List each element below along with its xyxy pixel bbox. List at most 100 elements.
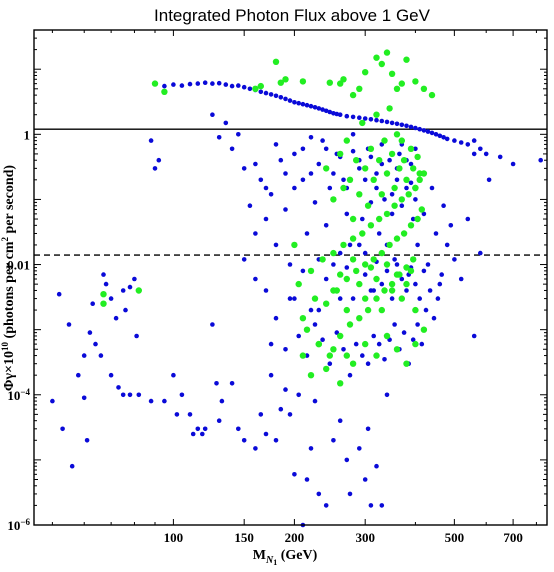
- blue-data-point: [308, 446, 314, 451]
- blue-data-point: [283, 96, 288, 102]
- blue-data-point: [273, 315, 279, 321]
- blue-data-point: [368, 117, 374, 122]
- blue-data-point: [69, 463, 75, 469]
- blue-data-point: [353, 341, 359, 347]
- green-data-point: [330, 287, 337, 294]
- blue-data-point: [417, 296, 423, 301]
- blue-data-point: [60, 426, 65, 432]
- blue-data-point: [300, 101, 306, 107]
- blue-data-point: [253, 276, 258, 282]
- green-data-point: [362, 295, 369, 302]
- blue-data-point: [478, 250, 483, 256]
- green-data-point: [407, 145, 415, 152]
- green-data-point: [403, 280, 410, 288]
- blue-data-point: [171, 82, 176, 87]
- blue-data-point: [292, 472, 297, 477]
- x-tick-label: 700: [503, 530, 523, 545]
- blue-data-point: [312, 398, 318, 404]
- green-data-point: [340, 76, 347, 83]
- green-data-point: [326, 352, 333, 359]
- blue-data-point: [427, 288, 433, 293]
- green-data-point: [420, 85, 428, 93]
- blue-data-point: [413, 197, 418, 202]
- green-data-point: [340, 184, 347, 192]
- blue-data-point: [283, 387, 288, 392]
- blue-data-point: [241, 166, 247, 171]
- blue-data-point: [312, 322, 318, 327]
- green-data-point: [337, 332, 344, 340]
- blue-data-point: [320, 337, 325, 343]
- blue-data-point: [404, 288, 409, 293]
- green-data-point: [373, 295, 380, 302]
- blue-data-point: [401, 330, 407, 335]
- blue-data-point: [421, 128, 427, 133]
- green-data-point: [373, 275, 380, 283]
- blue-data-point: [404, 123, 409, 129]
- green-data-point: [383, 49, 391, 56]
- green-data-point: [403, 360, 410, 367]
- blue-data-point: [320, 138, 325, 143]
- green-data-point: [378, 249, 385, 257]
- x-tick-label: 500: [445, 530, 465, 545]
- green-data-point: [346, 321, 354, 328]
- blue-data-point: [56, 291, 62, 297]
- green-data-point: [391, 202, 398, 209]
- blue-data-point: [425, 262, 431, 267]
- green-data-point: [291, 241, 298, 249]
- blue-data-point: [357, 166, 362, 171]
- blue-data-point: [223, 82, 229, 87]
- blue-data-point: [292, 185, 297, 191]
- green-data-point: [416, 170, 423, 177]
- blue-data-point: [120, 392, 126, 398]
- blue-data-point: [323, 108, 329, 114]
- green-data-point: [337, 271, 344, 278]
- blue-data-point: [229, 83, 235, 89]
- blue-data-point: [263, 185, 269, 191]
- blue-data-point: [538, 157, 543, 163]
- blue-data-point: [308, 171, 314, 176]
- green-data-point: [252, 85, 259, 93]
- blue-data-point: [174, 412, 180, 417]
- blue-data-point: [268, 192, 274, 197]
- blue-data-point: [300, 268, 306, 274]
- blue-data-point: [458, 140, 464, 145]
- green-data-point: [414, 215, 421, 223]
- green-data-point: [373, 352, 380, 359]
- blue-data-point: [408, 180, 414, 186]
- blue-data-point: [327, 185, 333, 191]
- blue-data-point: [376, 341, 382, 347]
- blue-data-point: [368, 154, 374, 160]
- green-data-point: [343, 275, 350, 283]
- blue-data-point: [148, 138, 154, 143]
- plot-frame: [33, 29, 548, 526]
- green-data-point: [393, 271, 401, 278]
- blue-data-point: [283, 347, 288, 352]
- blue-data-point: [190, 431, 196, 437]
- axis-ticks: 100 150 200 300 500 700 1 0.01 10−4 10−6: [7, 29, 547, 545]
- blue-data-point: [331, 262, 336, 267]
- blue-data-point: [312, 105, 318, 110]
- blue-data-point: [241, 257, 247, 262]
- blue-data-point: [253, 231, 258, 236]
- blue-data-point: [241, 84, 247, 90]
- blue-data-point: [376, 231, 382, 236]
- blue-data-point: [331, 438, 336, 443]
- green-data-point: [367, 264, 375, 271]
- blue-data-point: [50, 398, 55, 404]
- blue-data-point: [441, 135, 446, 140]
- green-data-point: [388, 287, 396, 294]
- green-data-point: [353, 267, 360, 275]
- blue-data-point: [421, 211, 427, 217]
- green-data-point: [410, 165, 417, 172]
- blue-data-point: [187, 81, 193, 87]
- blue-data-point: [268, 341, 274, 347]
- blue-data-point: [241, 438, 247, 443]
- blue-data-point: [379, 503, 385, 508]
- blue-data-point: [365, 361, 371, 367]
- blue-data-point: [287, 98, 293, 103]
- blue-data-point: [304, 231, 310, 236]
- green-data-point: [410, 256, 417, 263]
- blue-data-point: [368, 503, 374, 508]
- y-tick-label: 10−6: [7, 517, 30, 533]
